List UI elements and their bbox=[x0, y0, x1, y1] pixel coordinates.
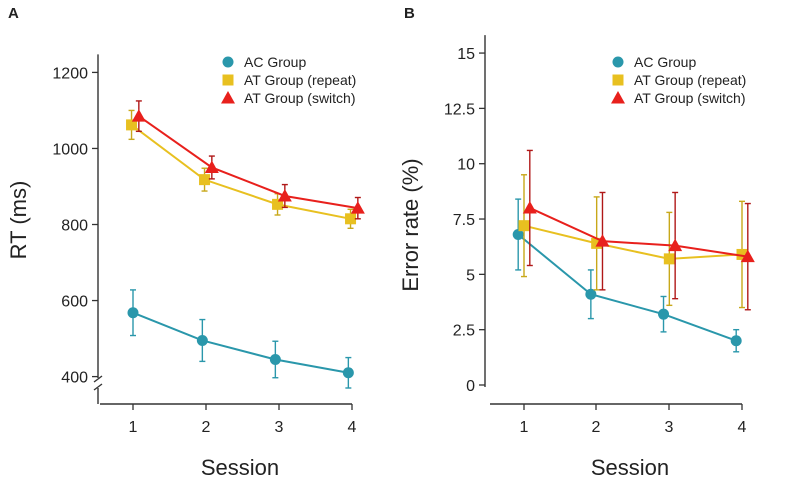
panel-b-at-group-repeat-line bbox=[523, 224, 743, 260]
panel-b-legend-marker-ac-group bbox=[612, 56, 624, 68]
panel-b-y-tick-label: 12.5 bbox=[444, 101, 475, 118]
panel-b-legend-marker-at-group-repeat bbox=[612, 74, 624, 86]
panel-a-axis-break-top bbox=[93, 375, 103, 383]
panel-b-at-group-switch-point bbox=[522, 200, 537, 214]
panel-a-ac-group-point bbox=[196, 334, 208, 346]
panel-a-legend-marker-at-group-repeat bbox=[222, 74, 234, 86]
panel-a-x-tick-label: 3 bbox=[275, 419, 284, 436]
panel-a-y-tick-label: 1000 bbox=[52, 141, 88, 158]
panel-b-legend: AC Group AT Group (repeat) AT Group (switc… bbox=[611, 54, 746, 106]
panel-b-at-group-repeat-point bbox=[591, 237, 603, 249]
panel-b-ac-group-line bbox=[517, 233, 737, 342]
panel-a-at-group-repeat-point bbox=[345, 213, 357, 225]
panel-a-y-tick-label: 1200 bbox=[52, 65, 88, 82]
panel-b-at-group-repeat-point bbox=[736, 248, 748, 260]
panel-b-at-group-switch-point bbox=[740, 249, 755, 263]
panel-b-at-group-switch-point bbox=[668, 238, 683, 252]
panel-b-at-group-repeat-point bbox=[518, 220, 530, 232]
panel-a-y-tick-label: 600 bbox=[61, 294, 88, 311]
panel-b-legend-marker-at-group-switch bbox=[611, 91, 625, 104]
panel-a-at-group-repeat-line bbox=[130, 124, 351, 220]
panel-a-at-group-repeat-point bbox=[199, 174, 211, 186]
panel-a-x-tick-label: 4 bbox=[348, 419, 357, 436]
panel-a-at-group-switch-line bbox=[138, 115, 359, 210]
panel-b-at-group-repeat-point bbox=[663, 253, 675, 265]
panel-b-y-tick-label: 7.5 bbox=[453, 212, 475, 229]
panel-a-legend-label-at-group-switch: AT Group (switch) bbox=[244, 90, 356, 106]
panel-b-x-tick-label: 2 bbox=[592, 419, 601, 436]
panel-b-x-tick-label: 3 bbox=[665, 419, 674, 436]
panel-a-y-tick-label: 400 bbox=[61, 370, 88, 387]
panel-a-x-tick-label: 2 bbox=[202, 419, 211, 436]
panel-a-at-group-repeat-point bbox=[272, 198, 284, 210]
panel-b-plot bbox=[512, 149, 755, 353]
panel-a-legend-label-ac-group: AC Group bbox=[244, 54, 306, 70]
panel-b-legend-label-ac-group: AC Group bbox=[634, 54, 696, 70]
panel-a-ylabel: RT (ms) bbox=[6, 181, 31, 260]
panel-a-legend: AC Group AT Group (repeat) AT Group (switc… bbox=[221, 54, 356, 106]
panel-a-axis-break-bottom bbox=[93, 383, 103, 391]
panel-b: B 0 2.5 5 7.5 10 12.5 15 1 2 3 4 AC Group AT Group … bbox=[398, 5, 755, 480]
panel-a-label: A bbox=[8, 5, 19, 22]
panel-a-legend-marker-ac-group bbox=[222, 56, 234, 68]
panel-a-ac-group-point bbox=[342, 367, 354, 379]
panel-b-legend-label-at-group-repeat: AT Group (repeat) bbox=[634, 72, 746, 88]
panel-b-y-tick-label: 2.5 bbox=[453, 323, 475, 340]
panel-b-xlabel: Session bbox=[591, 455, 669, 480]
panel-a-at-group-switch-point bbox=[350, 201, 365, 214]
panel-a-legend-label-at-group-repeat: AT Group (repeat) bbox=[244, 72, 356, 88]
panel-a-x-tick-label: 1 bbox=[129, 419, 138, 436]
panel-b-ac-group-point bbox=[730, 335, 742, 347]
panel-a-legend-marker-at-group-switch bbox=[221, 91, 235, 104]
panel-a-at-group-repeat-point bbox=[126, 119, 138, 131]
panel-a-axes: 400 600 800 1000 1200 1 2 3 4 bbox=[52, 54, 357, 436]
panel-a: A 400 600 800 1000 1200 1 2 3 4 AC Group AT Group… bbox=[6, 5, 365, 480]
panel-b-axes: 0 2.5 5 7.5 10 12.5 15 1 2 3 4 bbox=[444, 35, 747, 436]
panel-b-legend-label-at-group-switch: AT Group (switch) bbox=[634, 90, 746, 106]
panel-a-ac-group-point bbox=[269, 353, 281, 365]
panel-a-at-group-switch-point bbox=[131, 109, 146, 122]
panel-b-x-tick-label: 4 bbox=[738, 419, 747, 436]
panel-b-y-tick-label: 0 bbox=[466, 378, 475, 395]
panel-a-at-group-switch-point bbox=[277, 188, 292, 202]
panel-a-at-group-switch-point bbox=[204, 160, 219, 173]
panel-a-ac-group-line bbox=[132, 311, 349, 374]
panel-b-y-tick-label: 15 bbox=[457, 46, 475, 63]
panel-a-plot bbox=[126, 100, 365, 389]
panel-b-at-group-switch-point bbox=[595, 234, 610, 247]
panel-b-ac-group-point bbox=[512, 229, 524, 241]
panel-b-y-tick-label: 10 bbox=[457, 157, 475, 174]
panel-a-ac-group-point bbox=[127, 307, 139, 319]
panel-a-xlabel: Session bbox=[201, 455, 279, 480]
panel-b-label: B bbox=[404, 5, 415, 22]
panel-b-ac-group-point bbox=[585, 288, 597, 300]
panel-b-x-tick-label: 1 bbox=[520, 419, 529, 436]
panel-a-y-tick-label: 800 bbox=[61, 218, 88, 235]
panel-b-at-group-switch-line bbox=[529, 207, 748, 258]
panel-b-ac-group-point bbox=[658, 308, 670, 320]
panel-b-ylabel: Error rate (%) bbox=[398, 158, 423, 291]
panel-b-y-tick-label: 5 bbox=[466, 267, 475, 284]
